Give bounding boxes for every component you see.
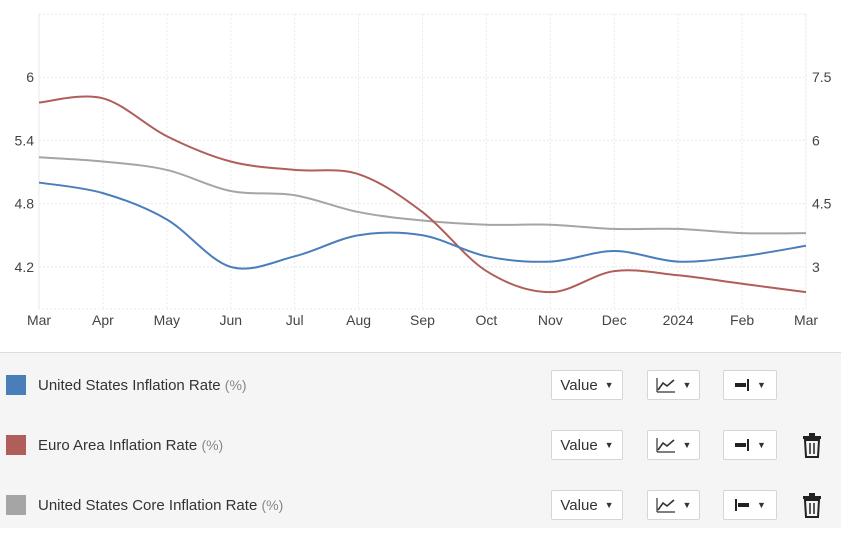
value-dropdown-label: Value [560, 436, 598, 454]
line-chart-icon [655, 498, 675, 513]
value-dropdown[interactable]: Value ▼ [551, 430, 623, 460]
series-line [38, 181, 807, 270]
plot-area [38, 13, 807, 310]
series-unit: (%) [261, 497, 284, 513]
axis-dropdown[interactable]: ▼ [723, 370, 777, 400]
left-axis-icon [735, 499, 750, 511]
series-name-text: Euro Area Inflation Rate [38, 437, 198, 454]
caret-down-icon: ▼ [604, 440, 614, 450]
legend-row-us-core-inflation: United States Core Inflation Rate (%) Va… [0, 475, 841, 535]
legend-panel: United States Inflation Rate (%) Value ▼ … [0, 352, 841, 528]
x-tick-label: Mar [794, 312, 818, 328]
y-left-tick-label: 4.8 [15, 196, 35, 212]
x-tick-label: Dec [602, 312, 627, 328]
chart-svg: 4.2 4.8 5.4 6 3 4.5 6 7.5 Mar Apr May Jun Jul Aug Sep O… [15, 13, 832, 328]
right-axis-icon [735, 379, 750, 391]
caret-down-icon: ▼ [604, 500, 614, 510]
y-right-tick-label: 4.5 [812, 196, 832, 212]
y-right-tick-label: 6 [812, 132, 820, 148]
inflation-chart: 4.2 4.8 5.4 6 3 4.5 6 7.5 Mar Apr May Jun Jul Aug Sep O… [15, 13, 832, 328]
series-unit: (%) [224, 377, 247, 393]
axis-dropdown[interactable]: ▼ [723, 490, 777, 520]
chart-type-dropdown[interactable]: ▼ [647, 370, 700, 400]
right-axis-icon [735, 439, 750, 451]
series-unit: (%) [201, 437, 224, 453]
series-line [38, 95, 807, 294]
caret-down-icon: ▼ [757, 440, 766, 450]
legend-row-euro-inflation: Euro Area Inflation Rate (%) Value ▼ ▼ ▼ [0, 415, 841, 475]
chart-type-dropdown[interactable]: ▼ [647, 490, 700, 520]
y-left-tick-label: 6 [26, 69, 34, 85]
series-color-swatch[interactable] [6, 495, 26, 515]
line-chart-icon [655, 438, 675, 453]
y-left-tick-label: 4.2 [15, 259, 35, 275]
x-tick-label: Jul [286, 312, 304, 328]
caret-down-icon: ▼ [682, 440, 692, 450]
series-name: Euro Area Inflation Rate (%) [38, 437, 223, 454]
value-dropdown-label: Value [560, 376, 598, 394]
caret-down-icon: ▼ [682, 500, 692, 510]
series-name: United States Core Inflation Rate (%) [38, 497, 283, 514]
x-tick-label: Nov [538, 312, 563, 328]
y-left-tick-label: 5.4 [15, 132, 35, 148]
x-tick-label: Oct [476, 312, 498, 328]
x-tick-label: Feb [730, 312, 754, 328]
trash-icon[interactable] [800, 492, 824, 518]
x-tick-label: Aug [346, 312, 371, 328]
series-name-text: United States Core Inflation Rate [38, 497, 258, 514]
x-tick-label: Apr [92, 312, 114, 328]
series-line [38, 156, 807, 235]
value-dropdown[interactable]: Value ▼ [551, 490, 623, 520]
series-color-swatch[interactable] [6, 435, 26, 455]
x-tick-label: Sep [410, 312, 435, 328]
series-name-text: United States Inflation Rate [38, 377, 221, 394]
value-dropdown[interactable]: Value ▼ [551, 370, 623, 400]
caret-down-icon: ▼ [757, 380, 766, 390]
y-right-tick-label: 7.5 [812, 69, 832, 85]
legend-row-us-inflation: United States Inflation Rate (%) Value ▼ … [0, 355, 841, 415]
x-tick-label: May [154, 312, 180, 328]
caret-down-icon: ▼ [757, 500, 766, 510]
trash-icon[interactable] [800, 432, 824, 458]
x-tick-label: Mar [27, 312, 51, 328]
series-color-swatch[interactable] [6, 375, 26, 395]
x-tick-label: 2024 [663, 312, 694, 328]
value-dropdown-label: Value [560, 496, 598, 514]
caret-down-icon: ▼ [604, 380, 614, 390]
caret-down-icon: ▼ [682, 380, 692, 390]
series-name: United States Inflation Rate (%) [38, 377, 247, 394]
line-chart-icon [655, 378, 675, 393]
axis-dropdown[interactable]: ▼ [723, 430, 777, 460]
chart-type-dropdown[interactable]: ▼ [647, 430, 700, 460]
x-tick-label: Jun [219, 312, 242, 328]
y-right-tick-label: 3 [812, 259, 820, 275]
